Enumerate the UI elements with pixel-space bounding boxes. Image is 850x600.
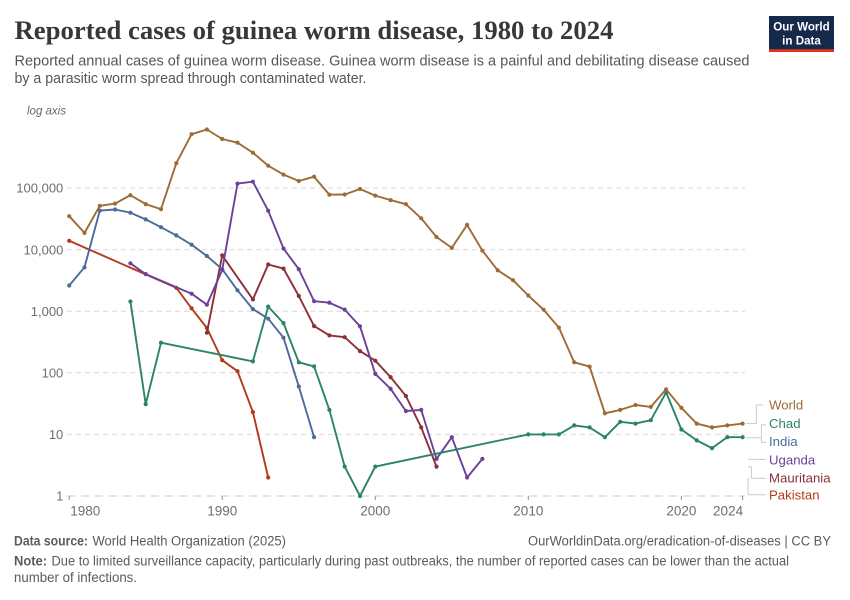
svg-text:1,000: 1,000: [31, 304, 64, 319]
svg-text:India: India: [769, 434, 798, 449]
svg-text:Reported annual cases of guine: Reported annual cases of guinea worm dis…: [15, 53, 750, 69]
svg-text:2010: 2010: [513, 503, 543, 518]
svg-text:by a parasitic worm spread thr: by a parasitic worm spread through conta…: [15, 71, 367, 87]
svg-text:Due to limited surveillance ca: Due to limited surveillance capacity, pa…: [52, 554, 790, 569]
svg-text:in Data: in Data: [782, 35, 821, 48]
svg-text:Data source:: Data source:: [14, 533, 88, 548]
svg-text:World Health Organization (202: World Health Organization (2025): [93, 533, 287, 548]
svg-text:1: 1: [56, 489, 63, 504]
svg-text:OurWorldinData.org/eradication: OurWorldinData.org/eradication-of-diseas…: [528, 533, 831, 548]
svg-text:10: 10: [49, 427, 63, 442]
svg-text:Note:: Note:: [14, 554, 47, 569]
svg-text:Reported cases of guinea worm: Reported cases of guinea worm disease, 1…: [15, 15, 614, 45]
svg-text:2000: 2000: [360, 503, 390, 518]
svg-text:World: World: [769, 398, 803, 413]
svg-text:2020: 2020: [666, 503, 696, 518]
svg-text:Chad: Chad: [769, 416, 801, 431]
svg-text:2024: 2024: [713, 503, 744, 518]
svg-text:1990: 1990: [207, 503, 237, 518]
svg-text:Uganda: Uganda: [769, 452, 816, 467]
svg-text:100,000: 100,000: [16, 181, 63, 196]
svg-text:number of infections.: number of infections.: [14, 570, 137, 585]
svg-text:Pakistan: Pakistan: [769, 487, 820, 502]
svg-text:100: 100: [42, 366, 64, 381]
svg-text:log axis: log axis: [27, 106, 66, 118]
svg-text:10,000: 10,000: [24, 242, 64, 257]
svg-text:Mauritania: Mauritania: [769, 471, 831, 486]
svg-text:Our World: Our World: [773, 21, 829, 34]
svg-text:1980: 1980: [70, 503, 100, 518]
